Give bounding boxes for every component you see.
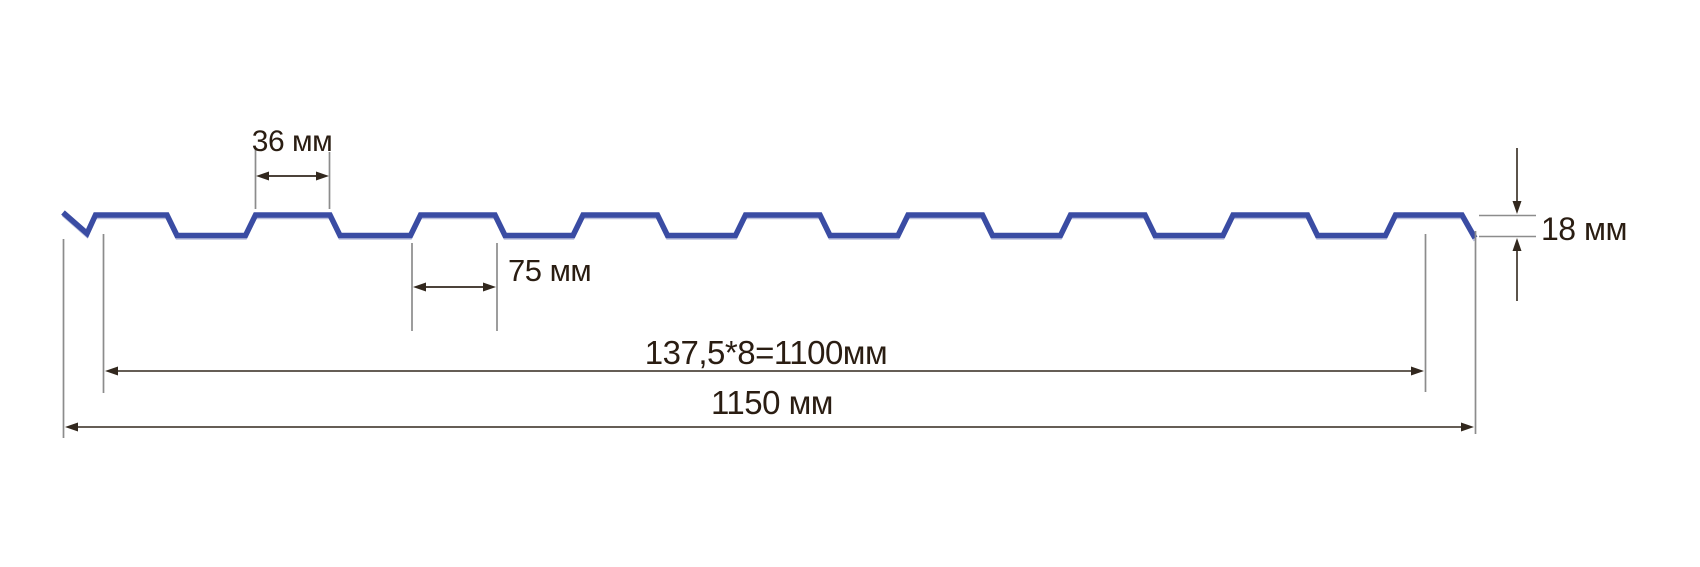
- sheet-profile: [61, 210, 1478, 242]
- dim-rib-base-width: 75 мм: [411, 243, 592, 331]
- dim-overall-width: 1150 мм: [62, 231, 1477, 438]
- dim-rib-top-width: 36 мм: [252, 125, 333, 209]
- profile-line-highlight: [61, 213, 1477, 242]
- arrowhead-right: [1411, 366, 1424, 376]
- profile-line: [61, 210, 1478, 240]
- arrowhead-left: [65, 422, 78, 432]
- dimension-label: 18 мм: [1541, 211, 1627, 247]
- arrowhead-up: [1512, 238, 1522, 251]
- arrowhead-right: [1461, 422, 1474, 432]
- dim-module-pitch: 137,5*8=1100мм: [102, 234, 1427, 393]
- dimension-label: 1150 мм: [711, 384, 833, 421]
- arrowhead-left: [105, 366, 118, 376]
- dimension-label: 36 мм: [252, 125, 332, 158]
- arrowhead-right: [316, 171, 329, 181]
- arrowhead-down: [1512, 201, 1522, 214]
- arrowhead-right: [483, 282, 496, 292]
- dimension-label: 75 мм: [508, 253, 591, 288]
- dim-profile-height: 18 мм: [1479, 148, 1627, 301]
- dimension-label: 137,5*8=1100мм: [645, 334, 887, 371]
- arrowhead-left: [413, 282, 426, 292]
- arrowhead-left: [256, 171, 269, 181]
